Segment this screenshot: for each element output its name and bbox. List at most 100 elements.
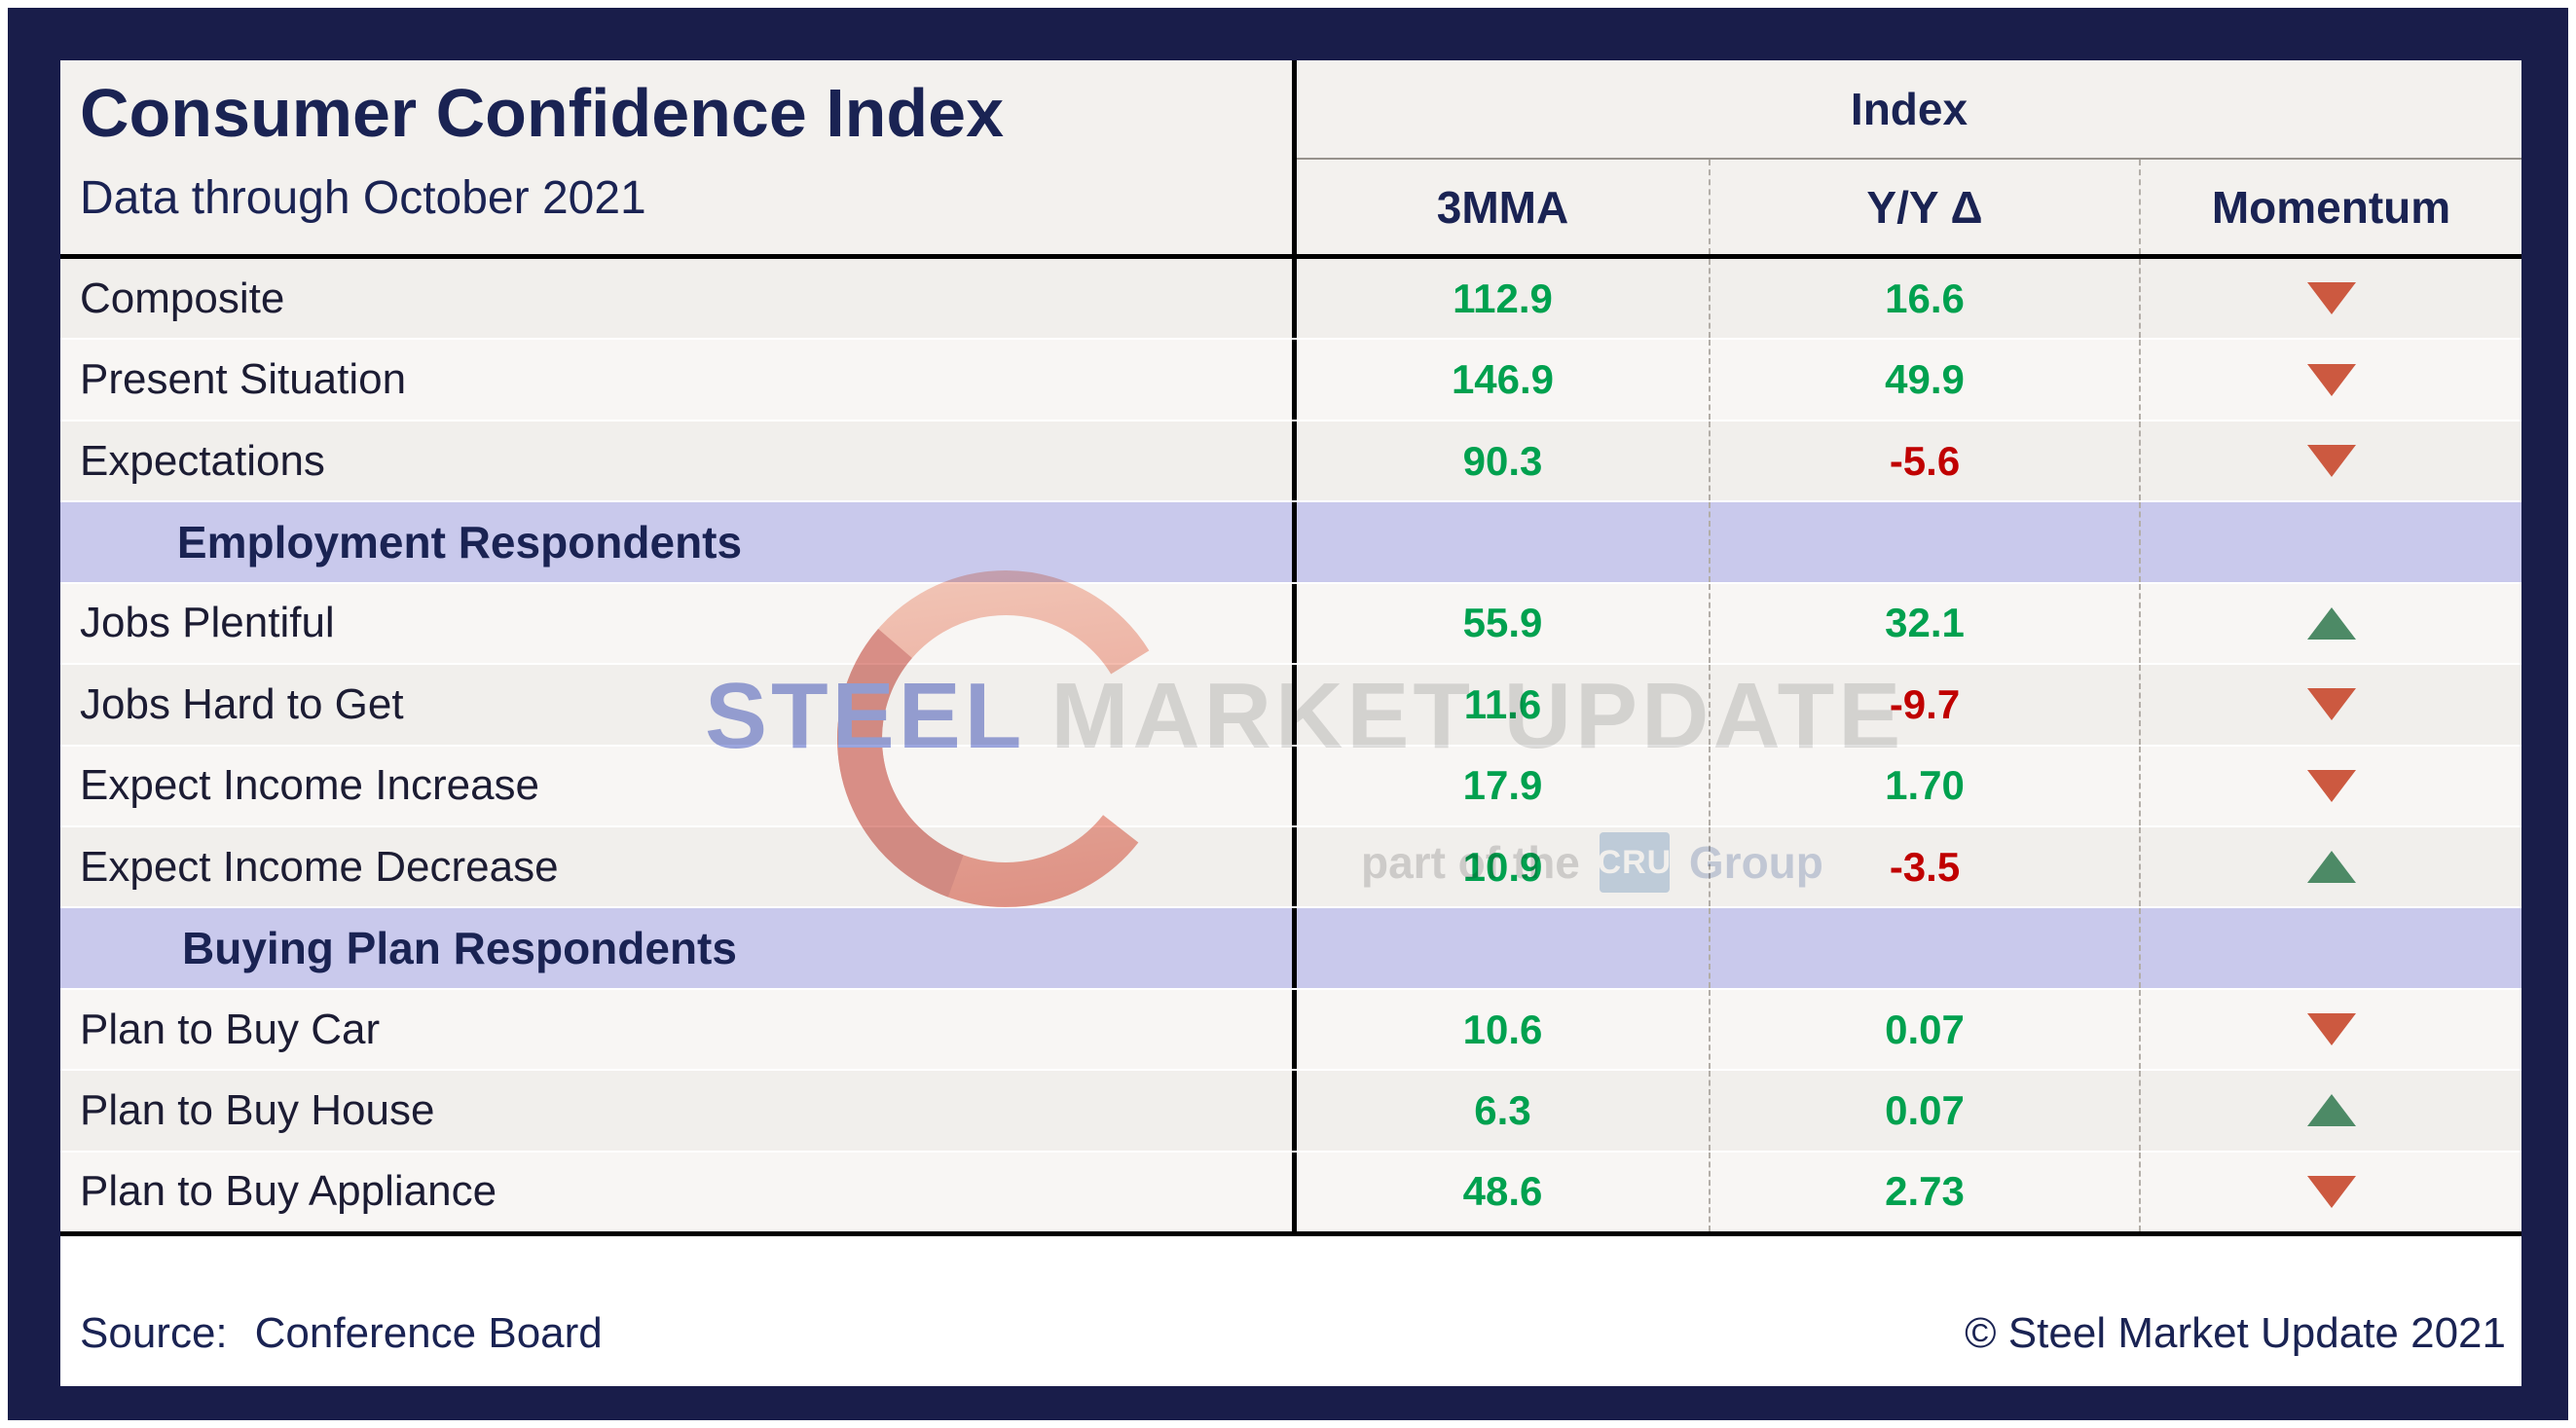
row-values: 90.3 -5.6 (1292, 421, 2521, 501)
table-row-plan-to-buy-house: Plan to Buy House 6.3 0.07 (60, 1069, 2521, 1151)
table-header: Consumer Confidence Index Data through O… (60, 60, 2521, 259)
value-yoy: -3.5 (1709, 826, 2139, 907)
section-label: Employment Respondents (176, 516, 743, 568)
value-yoy: 0.07 (1709, 989, 2139, 1070)
outer-navy-frame: Consumer Confidence Index Data through O… (8, 8, 2568, 1420)
empty-cell (2139, 502, 2521, 582)
value-3mma: 17.9 (1462, 762, 1543, 809)
momentum-cell (2139, 826, 2521, 907)
momentum-cell (2139, 259, 2521, 339)
row-values: 10.9 -3.5 (1292, 826, 2521, 907)
row-values: 112.9 16.6 (1292, 259, 2521, 339)
value-3mma: 10.6 (1462, 1006, 1543, 1052)
momentum-cell (2139, 665, 2521, 745)
momentum-cell (2139, 989, 2521, 1070)
row-values: 48.6 2.73 (1292, 1152, 2521, 1232)
row-values: 6.3 0.07 (1292, 1071, 2521, 1151)
value-3mma: 48.6 (1462, 1168, 1543, 1215)
empty-cell (1297, 908, 1709, 987)
row-label: Plan to Buy Appliance (80, 1167, 497, 1216)
momentum-icon (2306, 606, 2356, 640)
column-headers: 3MMA Y/Y Δ Momentum (1297, 160, 2521, 254)
table-row-composite: Composite 112.9 16.6 (60, 259, 2521, 339)
value-yoy: 0.07 (1709, 1071, 2139, 1151)
value-yoy: 2.73 (1709, 1152, 2139, 1232)
row-values: 10.6 0.07 (1292, 989, 2521, 1070)
table-panel: Consumer Confidence Index Data through O… (60, 60, 2521, 1386)
table-row-expectations: Expectations 90.3 -5.6 (60, 419, 2521, 501)
momentum-icon (2306, 1094, 2356, 1127)
value-yoy: -9.7 (1709, 665, 2139, 745)
momentum-cell (2139, 1071, 2521, 1151)
page-title: Consumer Confidence Index (80, 75, 1005, 151)
index-group-header: Index (1297, 60, 2521, 160)
source-value: Conference Board (254, 1309, 603, 1357)
value-3mma: 10.9 (1462, 843, 1543, 890)
table-row-plan-to-buy-car: Plan to Buy Car 10.6 0.07 (60, 987, 2521, 1070)
empty-cell (1709, 908, 2139, 988)
value-3mma: 90.3 (1462, 437, 1543, 484)
table-row-present-situation: Present Situation 146.9 49.9 (60, 338, 2521, 420)
table-row-expect-income-decrease: Expect Income Decrease 10.9 -3.5 (60, 824, 2521, 907)
row-label: Composite (80, 274, 285, 322)
value-yoy: 1.70 (1709, 746, 2139, 825)
momentum-icon (2306, 445, 2356, 478)
table-body: Composite 112.9 16.6 Present Situation 1… (60, 259, 2521, 1236)
page-subtitle: Data through October 2021 (80, 171, 646, 224)
title-cell: Consumer Confidence Index Data through O… (60, 60, 1292, 254)
momentum-icon (2306, 1175, 2356, 1208)
row-label: Expectations (80, 436, 325, 485)
momentum-cell (2139, 583, 2521, 664)
value-3mma: 55.9 (1462, 600, 1543, 646)
value-3mma: 6.3 (1474, 1086, 1531, 1133)
empty-cell (2139, 908, 2521, 988)
section-header-employment: Employment Respondents (60, 500, 2521, 582)
row-label: Plan to Buy House (80, 1085, 435, 1134)
momentum-cell (2139, 421, 2521, 501)
table-row-jobs-plentiful: Jobs Plentiful 55.9 32.1 (60, 581, 2521, 664)
section-empty-cells (1292, 502, 2521, 582)
section-empty-cells (1292, 908, 2521, 988)
value-3mma: 146.9 (1451, 356, 1555, 403)
column-header-momentum: Momentum (2139, 160, 2521, 254)
section-label-cell: Buying Plan Respondents (60, 908, 1292, 987)
empty-cell (1709, 502, 2139, 582)
row-values: 55.9 32.1 (1292, 583, 2521, 664)
momentum-icon (2306, 1013, 2356, 1045)
source-label: Source: (80, 1309, 228, 1357)
value-yoy: 49.9 (1709, 340, 2139, 420)
table-row-jobs-hard-to-get: Jobs Hard to Get 11.6 -9.7 (60, 663, 2521, 745)
row-values: 11.6 -9.7 (1292, 665, 2521, 745)
table-row-expect-income-increase: Expect Income Increase 17.9 1.70 (60, 744, 2521, 825)
row-label: Expect Income Increase (80, 761, 540, 810)
momentum-icon (2306, 769, 2356, 802)
section-label: Buying Plan Respondents (182, 923, 737, 974)
momentum-cell (2139, 1152, 2521, 1232)
section-label-cell: Employment Respondents (60, 502, 1292, 581)
copyright-notice: © Steel Market Update 2021 (1965, 1309, 2506, 1357)
source-note: Source: Conference Board (80, 1309, 603, 1358)
value-yoy: -5.6 (1709, 421, 2139, 501)
momentum-icon (2306, 363, 2356, 396)
footer: Source: Conference Board © Steel Market U… (60, 1236, 2521, 1386)
row-label: Expect Income Decrease (80, 842, 559, 891)
momentum-icon (2306, 851, 2356, 884)
row-label: Present Situation (80, 355, 407, 404)
row-label: Jobs Plentiful (80, 599, 335, 647)
column-header-3mma: 3MMA (1436, 181, 1569, 233)
column-header-yoy-delta: Y/Y Δ (1709, 160, 2139, 254)
value-yoy: 32.1 (1709, 583, 2139, 664)
index-header-group: Index 3MMA Y/Y Δ Momentum (1292, 60, 2521, 254)
section-header-buying-plan: Buying Plan Respondents (60, 906, 2521, 988)
value-3mma: 11.6 (1463, 680, 1542, 727)
momentum-cell (2139, 746, 2521, 825)
momentum-icon (2306, 688, 2356, 721)
momentum-icon (2306, 282, 2356, 315)
row-label: Plan to Buy Car (80, 1005, 381, 1053)
empty-cell (1297, 502, 1709, 581)
value-3mma: 112.9 (1453, 275, 1553, 321)
value-yoy: 16.6 (1709, 259, 2139, 339)
data-table: Consumer Confidence Index Data through O… (60, 60, 2521, 1236)
momentum-cell (2139, 340, 2521, 420)
